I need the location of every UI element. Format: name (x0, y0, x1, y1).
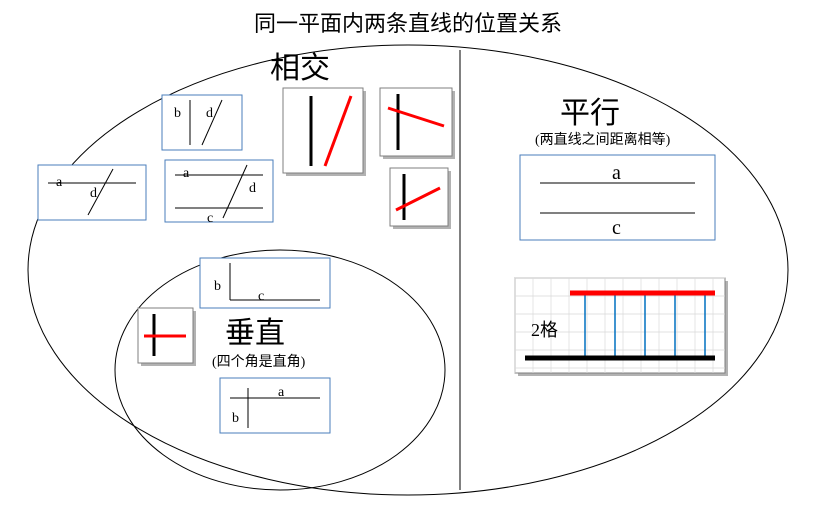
example-box_redblack1 (283, 88, 366, 176)
example-box_redblack3 (390, 168, 451, 229)
example-box_redblack2 (380, 88, 455, 159)
svg-text:b: b (232, 411, 239, 426)
svg-text:2格: 2格 (531, 320, 558, 340)
parallel-grid-box: 2格 (515, 278, 728, 376)
svg-text:a: a (56, 175, 63, 190)
example-box_ad1: ad (38, 165, 146, 220)
example-box_perp_bc: bc (200, 258, 330, 308)
svg-text:c: c (258, 289, 264, 304)
svg-text:b: b (174, 106, 181, 121)
intersect-label: 相交 (270, 52, 330, 85)
example-box_perp_red (138, 308, 196, 366)
svg-text:a: a (183, 166, 190, 181)
example-box_perp_ab: ab (220, 378, 330, 433)
example-box_bd: bd (162, 95, 242, 150)
parallel-note: (两直线之间距离相等) (535, 131, 671, 148)
svg-text:d: d (206, 106, 213, 121)
svg-text:b: b (214, 279, 221, 294)
example-box_acd: a d c (165, 160, 273, 226)
svg-text:d: d (249, 181, 256, 196)
svg-text:d: d (90, 186, 97, 201)
parallel-label: 平行 (560, 97, 620, 130)
diagram-svg: 相交垂直(四个角是直角)平行(两直线之间距离相等)adbdadcbcabac2格 (0, 0, 816, 512)
example-box_parallel_ac: ac (520, 155, 715, 240)
svg-text:a: a (612, 162, 621, 184)
perpendicular-label: 垂直 (225, 317, 285, 350)
svg-text:c: c (612, 217, 621, 239)
svg-text:a: a (278, 385, 285, 400)
perpendicular-note: (四个角是直角) (212, 353, 306, 370)
svg-text:c: c (207, 211, 213, 226)
diagram-canvas: 同一平面内两条直线的位置关系 相交垂直(四个角是直角)平行(两直线之间距离相等)… (0, 0, 816, 512)
